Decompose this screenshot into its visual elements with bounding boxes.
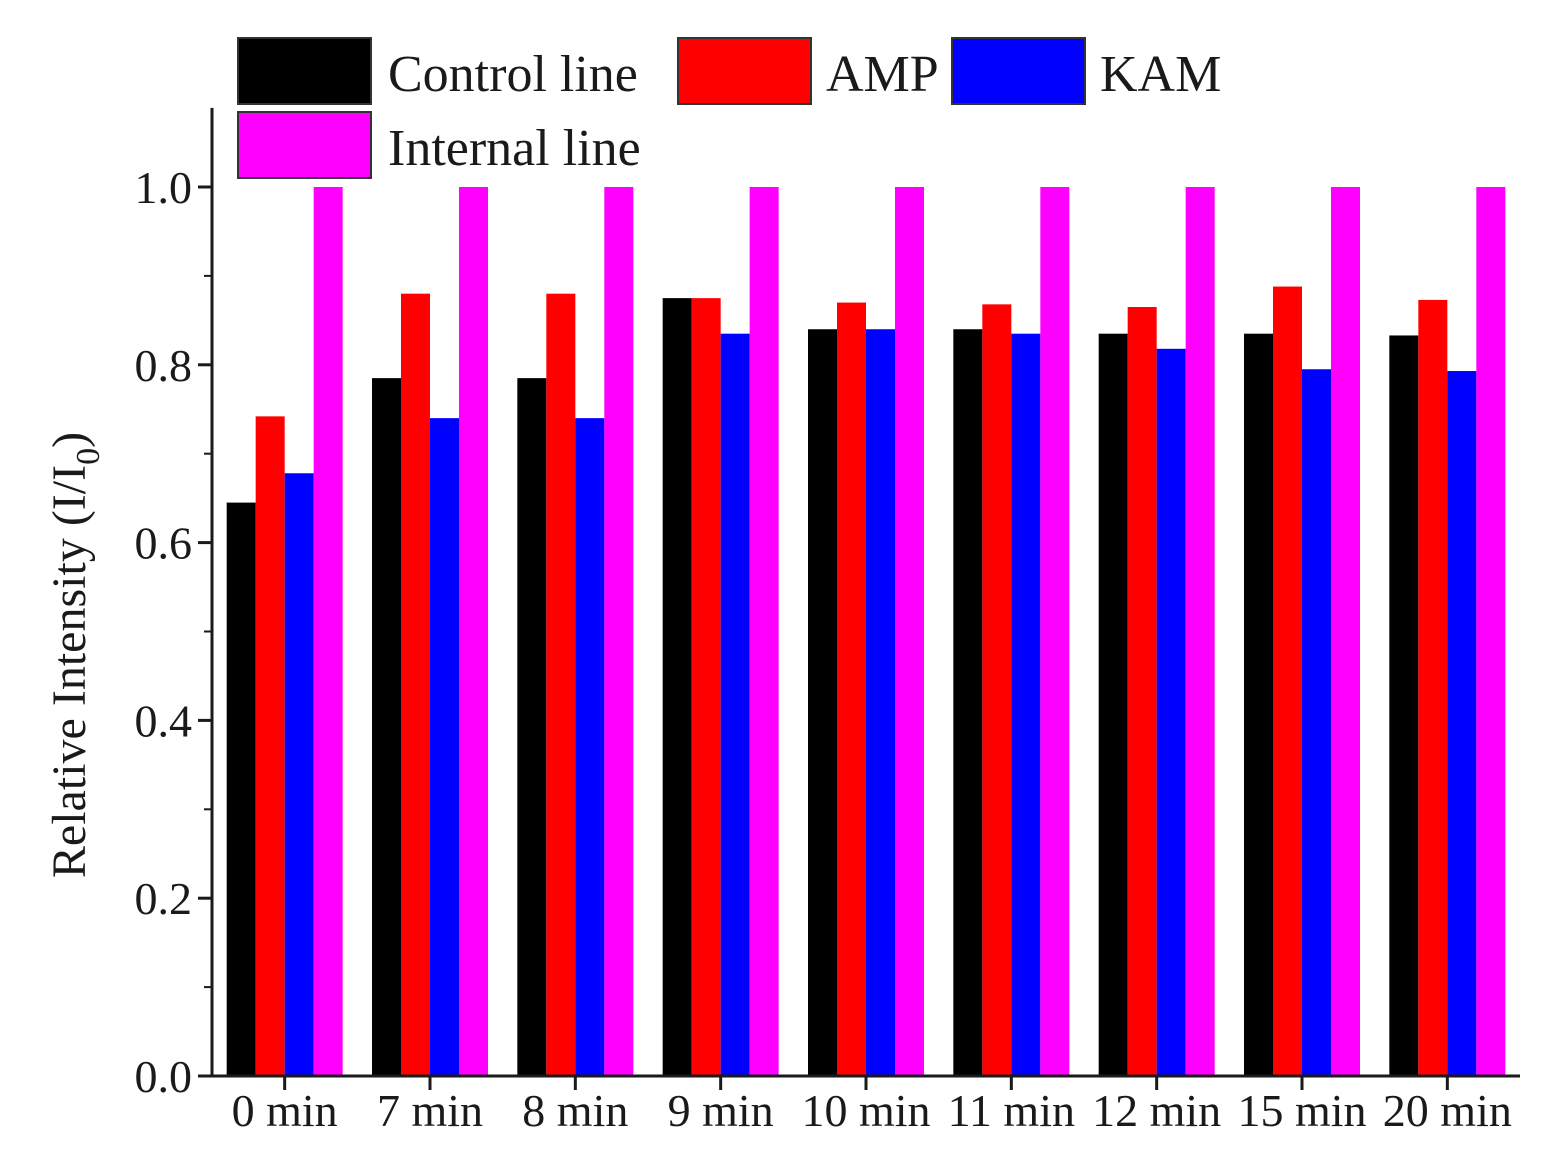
- bar-amp-6: [1127, 307, 1157, 1076]
- legend-label-internal-line: Internal line: [388, 120, 641, 177]
- y-tick-label-0: 0.0: [135, 1051, 193, 1102]
- bar-internal-line-0: [313, 187, 343, 1076]
- bar-kam-4: [866, 329, 895, 1076]
- legend-swatch-kam: [951, 37, 1086, 105]
- bar-kam-8: [1447, 371, 1477, 1076]
- x-tick-label-6: 12 min: [1092, 1085, 1221, 1136]
- bar-kam-5: [1011, 333, 1041, 1076]
- bar-control-line-3: [662, 298, 692, 1076]
- bar-kam-1: [430, 418, 459, 1076]
- y-axis-title-subscript: 0: [70, 448, 107, 465]
- bars-group: [226, 187, 1506, 1077]
- y-tick-label-3: 0.6: [135, 518, 193, 569]
- x-tick-label-1: 7 min: [377, 1085, 483, 1136]
- bar-kam-7: [1302, 369, 1331, 1076]
- bar-control-line-7: [1244, 333, 1273, 1076]
- legend-label-kam: KAM: [1100, 46, 1221, 103]
- bar-internal-line-4: [895, 187, 924, 1076]
- bar-internal-line-3: [749, 187, 779, 1076]
- bar-control-line-8: [1389, 335, 1419, 1076]
- y-tick-label-5: 1.0: [135, 162, 193, 213]
- y-axis-title-main: Relative Intensity (I/I: [43, 465, 96, 878]
- bar-kam-3: [720, 333, 750, 1076]
- x-tick-label-3: 9 min: [668, 1085, 774, 1136]
- bar-control-line-2: [517, 378, 547, 1076]
- bar-internal-line-7: [1331, 187, 1360, 1076]
- bar-internal-line-8: [1476, 187, 1506, 1076]
- bar-internal-line-1: [459, 187, 488, 1076]
- bar-internal-line-2: [604, 187, 634, 1076]
- x-tick-label-7: 15 min: [1237, 1085, 1366, 1136]
- bar-control-line-6: [1098, 333, 1128, 1076]
- bar-internal-line-6: [1185, 187, 1215, 1076]
- bar-amp-5: [982, 304, 1012, 1076]
- legend-swatch-control-line: [237, 37, 372, 105]
- axes-group: 0 min 7 min 8 min 9 min 10 min 11 min 12 min 15…: [135, 107, 1520, 1136]
- bar-control-line-4: [808, 329, 837, 1076]
- legend-label-control-line: Control line: [388, 46, 638, 103]
- bar-control-line-1: [372, 378, 401, 1076]
- bar-amp-0: [255, 416, 285, 1076]
- y-tick-label-1: 0.2: [135, 873, 193, 924]
- bar-amp-2: [546, 293, 576, 1076]
- bar-kam-0: [284, 473, 314, 1076]
- bar-control-line-0: [226, 502, 256, 1077]
- legend: Control line AMP KAM Internal line: [237, 37, 1221, 179]
- y-tick-label-4: 0.8: [135, 340, 193, 391]
- bar-amp-7: [1273, 286, 1302, 1076]
- bar-kam-6: [1156, 348, 1186, 1077]
- y-axis-title: Relative Intensity (I/I0): [43, 432, 107, 878]
- legend-label-amp: AMP: [826, 46, 939, 103]
- legend-swatch-amp: [677, 37, 812, 105]
- bar-amp-8: [1418, 299, 1448, 1076]
- x-tick-label-0: 0 min: [232, 1085, 338, 1136]
- y-tick-label-2: 0.4: [135, 695, 193, 746]
- bar-amp-4: [837, 302, 866, 1076]
- bar-internal-line-5: [1040, 187, 1070, 1076]
- y-axis-title-close: ): [43, 432, 96, 448]
- x-tick-label-8: 20 min: [1383, 1085, 1512, 1136]
- bar-kam-2: [575, 418, 605, 1076]
- bar-amp-3: [691, 298, 721, 1076]
- bar-amp-1: [401, 293, 430, 1076]
- legend-swatch-internal-line: [237, 111, 372, 179]
- x-tick-label-4: 10 min: [801, 1085, 930, 1136]
- bar-control-line-5: [953, 329, 983, 1076]
- x-tick-label-5: 11 min: [948, 1085, 1075, 1136]
- x-tick-label-2: 8 min: [522, 1085, 628, 1136]
